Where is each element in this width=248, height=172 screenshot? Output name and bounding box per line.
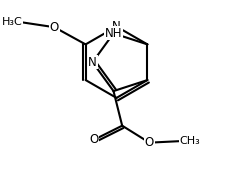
Text: H₃C: H₃C <box>2 17 23 28</box>
Text: O: O <box>50 21 59 34</box>
Text: N: N <box>88 56 97 69</box>
Text: NH: NH <box>105 27 122 40</box>
Text: O: O <box>145 136 154 149</box>
Text: CH₃: CH₃ <box>180 136 200 146</box>
Text: N: N <box>112 20 121 33</box>
Text: O: O <box>90 133 99 146</box>
